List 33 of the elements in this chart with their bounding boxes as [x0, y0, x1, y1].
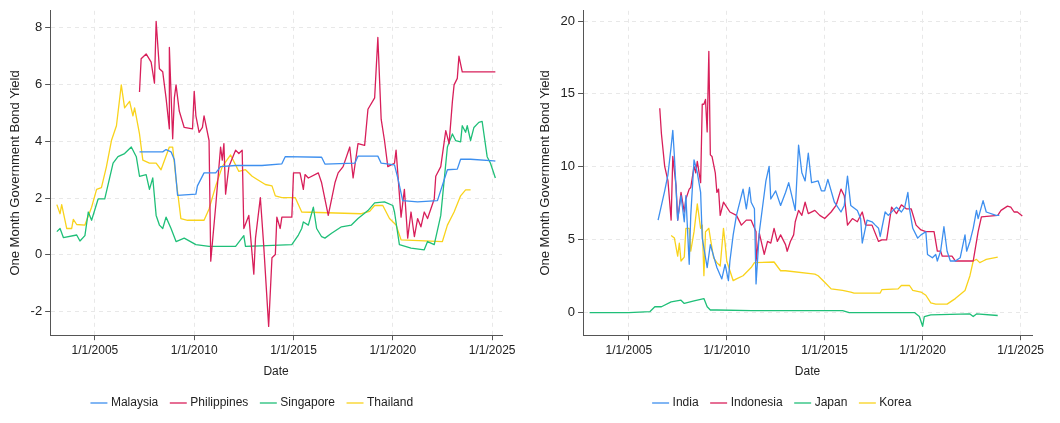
legend-label: Malaysia — [110, 395, 159, 410]
legend-label: India — [672, 395, 699, 410]
legend-label: Philippines — [190, 395, 249, 410]
y-axis-title: One Month Government Bond Yield — [537, 70, 553, 276]
x-tick-label: 1/1/2010 — [170, 342, 218, 357]
x-tick-label: 1/1/2015 — [801, 342, 849, 357]
y-tick-label: 10 — [560, 158, 576, 174]
x-tick-label: 1/1/2005 — [71, 342, 119, 357]
y-tick-label: 0 — [34, 246, 43, 262]
legend-label: Thailand — [367, 395, 414, 410]
x-tick-label: 1/1/2025 — [997, 342, 1045, 357]
y-tick-label: 4 — [34, 132, 43, 148]
x-tick-label: 1/1/2005 — [605, 342, 653, 357]
y-tick-label: 8 — [34, 19, 43, 35]
y-tick-label: -2 — [30, 303, 43, 319]
x-tick-label: 1/1/2020 — [899, 342, 947, 357]
y-axis-title: One Month Government Bond Yield — [7, 70, 23, 276]
y-tick-label: 15 — [560, 85, 576, 101]
legend-label: Japan — [814, 395, 848, 410]
x-axis-title: Date — [794, 364, 821, 379]
legend-label: Korea — [879, 395, 912, 410]
x-tick-label: 1/1/2010 — [703, 342, 751, 357]
y-tick-label: 20 — [560, 12, 576, 28]
x-tick-label: 1/1/2020 — [369, 342, 417, 357]
x-tick-label: 1/1/2015 — [270, 342, 318, 357]
x-tick-label: 1/1/2025 — [468, 342, 516, 357]
legend-label: Indonesia — [730, 395, 783, 410]
y-tick-label: 6 — [34, 76, 43, 92]
y-tick-label: 5 — [567, 231, 576, 247]
y-tick-label: 2 — [34, 189, 43, 205]
y-tick-label: 0 — [567, 304, 576, 320]
legend-label: Singapore — [280, 395, 336, 410]
x-axis-title: Date — [263, 364, 290, 379]
